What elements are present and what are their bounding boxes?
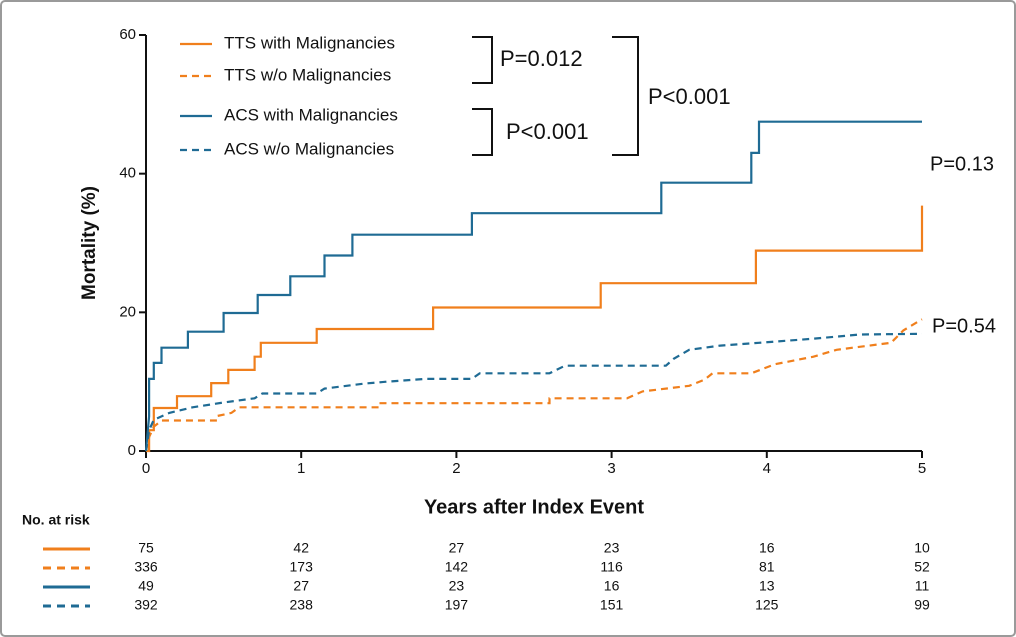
annotation: P=0.13 xyxy=(930,153,994,175)
risk-count: 238 xyxy=(290,597,314,613)
x-tick-label: 5 xyxy=(918,460,926,477)
bracket xyxy=(612,36,639,156)
legend-label: TTS with Malignancies xyxy=(224,33,395,52)
bracket xyxy=(472,36,493,84)
risk-count: 27 xyxy=(449,540,465,556)
risk-count: 11 xyxy=(915,578,930,594)
series-line xyxy=(144,120,922,452)
annotation: P=0.012 xyxy=(500,46,583,71)
risk-count: 42 xyxy=(293,540,309,556)
risk-count: 151 xyxy=(600,597,624,613)
annotation: P=0.54 xyxy=(932,315,996,337)
risk-count: 23 xyxy=(449,578,465,594)
series-line xyxy=(144,332,923,452)
x-tick-label: 3 xyxy=(607,460,615,477)
legend-label: ACS w/o Malignancies xyxy=(224,139,394,158)
x-tick-label: 1 xyxy=(297,460,305,477)
x-tick-label: 2 xyxy=(452,460,460,477)
risk-count: 27 xyxy=(293,578,309,594)
y-tick-label: 0 xyxy=(128,442,136,459)
series-line xyxy=(146,205,924,453)
risk-count: 13 xyxy=(759,578,775,594)
risk-count: 23 xyxy=(604,540,620,556)
risk-count: 75 xyxy=(138,540,154,556)
risk-count: 173 xyxy=(290,559,314,575)
risk-count: 10 xyxy=(914,540,930,556)
risk-count: 49 xyxy=(138,578,154,594)
risk-count: 336 xyxy=(134,559,158,575)
risk-count: 116 xyxy=(600,559,623,575)
risk-count: 16 xyxy=(604,578,620,594)
y-tick-label: 20 xyxy=(119,303,136,320)
risk-count: 52 xyxy=(914,559,930,575)
y-axis-label: Mortality (%) xyxy=(79,186,100,300)
legend-label: TTS w/o Malignancies xyxy=(224,65,391,84)
risk-table-title: No. at risk xyxy=(22,512,90,528)
x-axis-label: Years after Index Event xyxy=(424,496,644,518)
annotation: P<0.001 xyxy=(648,84,731,109)
risk-count: 392 xyxy=(134,597,158,613)
risk-count: 81 xyxy=(759,559,775,575)
legend-label: ACS with Malignancies xyxy=(224,105,398,124)
risk-count: 197 xyxy=(445,597,469,613)
risk-count: 125 xyxy=(755,597,779,613)
brackets xyxy=(472,36,639,156)
x-tick-label: 0 xyxy=(142,460,150,477)
risk-count: 99 xyxy=(914,597,930,613)
series-line xyxy=(144,318,923,452)
annotation: P<0.001 xyxy=(506,119,589,144)
bracket xyxy=(472,108,493,156)
y-tick-label: 60 xyxy=(119,26,136,43)
risk-count: 142 xyxy=(445,559,469,575)
y-tick-label: 40 xyxy=(119,165,136,182)
x-tick-label: 4 xyxy=(763,460,771,477)
risk-count: 16 xyxy=(759,540,775,556)
